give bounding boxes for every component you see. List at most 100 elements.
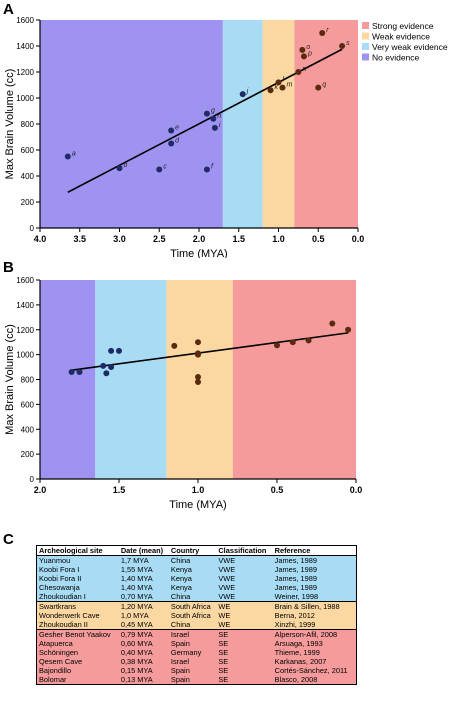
table-cell: WE — [216, 611, 273, 620]
table-cell: Thieme, 1999 — [272, 648, 357, 657]
legend-item-label: Very weak evidence — [372, 42, 448, 52]
table-row: Qesem Cave 0,38 MYA Israel SE Karkanas, 2007 — [36, 657, 357, 666]
chart-a-point-o — [299, 46, 306, 53]
table-cell: Kenya — [168, 565, 217, 574]
table-cell: Wonderwerk Cave — [36, 611, 119, 620]
table-header-cell: Date (mean) — [118, 545, 169, 556]
chart-a-point-n — [295, 69, 302, 75]
chart-b-y-tick-label: 800 — [21, 376, 35, 385]
chart-a-point-label-g: g — [211, 108, 215, 115]
chart-b-point — [108, 364, 115, 371]
chart-a-point-label-c: c — [163, 164, 167, 171]
chart-b-x-tick-label: 0.0 — [350, 485, 363, 495]
chart-b-y-tick-label: 200 — [21, 450, 35, 459]
chart-a-point-l — [275, 79, 282, 86]
table-cell: Karkanas, 2007 — [272, 657, 357, 666]
legend-item-label: No evidence — [372, 53, 420, 63]
chart-a-y-tick-label: 400 — [21, 172, 35, 181]
table-cell: Blasco, 2008 — [272, 675, 357, 685]
table-cell: 0,13 MYA — [118, 675, 169, 685]
table-row: Schöningen 0,40 MYA Germany SE Thieme, 1999 — [36, 648, 357, 657]
chart-a-x-tick-label: 2.0 — [193, 234, 206, 244]
table-cell: South Africa — [168, 611, 217, 620]
table-cell: Spain — [168, 675, 217, 685]
table-header-cell: Classification — [216, 545, 273, 556]
chart-b-y-tick-label: 400 — [21, 425, 35, 434]
chart-a-y-tick-label: 1000 — [16, 94, 34, 103]
table-cell: SE — [216, 648, 273, 657]
panel-label-c: C — [3, 531, 14, 548]
table-cell: SE — [216, 639, 273, 648]
table-cell: 1,7 MYA — [118, 555, 169, 565]
table-row: Yuanmou 1,7 MYA China VWE James, 1989 — [36, 555, 357, 565]
table-header-cell: Reference — [272, 545, 357, 556]
table-cell: 0,60 MYA — [118, 639, 169, 648]
chart-a-point-q — [315, 84, 322, 91]
legend-item-label: Strong evidence — [372, 21, 434, 31]
archeological-sites-table: Archeological site Date (mean) Country Clas… — [36, 545, 357, 685]
table-cell: Israel — [168, 657, 217, 666]
table-cell: Alperson-Afil, 2008 — [272, 629, 357, 639]
chart-a-point-label-r: r — [326, 27, 329, 34]
chart-a-point-label-j: j — [246, 88, 249, 95]
chart-a-point-k — [267, 87, 274, 94]
chart-a-point-label-f: f — [211, 164, 214, 171]
chart-b-x-tick-label: 2.0 — [34, 485, 47, 495]
chart-a-y-tick-label: 600 — [21, 146, 35, 155]
chart-a-point-label-o: o — [306, 44, 310, 51]
chart-a-point-label-h: h — [217, 113, 221, 120]
table-row: Swartkrans 1,20 MYA South Africa WE Brain & … — [36, 601, 357, 611]
table-cell: Schöningen — [36, 648, 119, 657]
chart-b-point — [195, 350, 201, 357]
table-cell: VWE — [216, 574, 273, 583]
table-cell: 1,40 MYA — [118, 574, 169, 583]
panel-label-a: A — [3, 1, 14, 18]
chart-b-y-tick-label: 1000 — [16, 351, 34, 360]
chart-a-point-label-d: d — [175, 138, 180, 145]
table-cell: 0,15 MYA — [118, 666, 169, 675]
table-cell: Arsuaga, 1993 — [272, 639, 357, 648]
chart-b-band-0 — [40, 280, 96, 479]
table-cell: China — [168, 620, 217, 630]
chart-b-point — [76, 369, 83, 376]
table-cell: 0,38 MYA — [118, 657, 169, 666]
chart-a-point-m — [279, 84, 286, 91]
table-row: Bolomar 0,13 MYA Spain SE Blasco, 2008 — [36, 675, 357, 685]
chart-b-x-tick-label: 1.0 — [192, 485, 205, 495]
table-header-cell: Country — [168, 545, 217, 556]
table-cell: Zhoukoudian II — [36, 620, 119, 630]
table-header-cell: Archeological site — [36, 545, 119, 556]
chart-b-y-tick-label: 1400 — [16, 301, 34, 310]
table-cell: James, 1989 — [272, 574, 357, 583]
chart-a-band-1 — [222, 20, 263, 228]
chart-a-x-tick-label: 1.5 — [232, 234, 245, 244]
chart-b-x-tick-label: 1.5 — [113, 485, 126, 495]
table-cell: China — [168, 592, 217, 602]
table-cell: Gesher Benot Yaakov — [36, 629, 119, 639]
chart-a-x-tick-label: 2.5 — [153, 234, 166, 244]
table-cell: James, 1989 — [272, 565, 357, 574]
table-row: Zhoukoudian I 0,70 MYA China VWE Weiner, 199… — [36, 592, 357, 602]
table-cell: Koobi Fora I — [36, 565, 119, 574]
chart-a-point-b — [116, 165, 123, 172]
chart-a-x-tick-label: 4.0 — [34, 234, 47, 244]
table-cell: SE — [216, 657, 273, 666]
table-cell: 1,20 MYA — [118, 601, 169, 611]
chart-b-y-tick-label: 600 — [21, 400, 35, 409]
table-cell: VWE — [216, 583, 273, 592]
table-cell: Atapuerca — [36, 639, 119, 648]
chart-a-point-d — [168, 140, 175, 147]
table-cell: SE — [216, 666, 273, 675]
chart-b-point — [103, 370, 110, 377]
chart-a-x-tick-label: 3.5 — [73, 234, 86, 244]
chart-a-point-label-q: q — [322, 82, 326, 89]
chart-b-point — [116, 347, 122, 354]
table-cell: Qesem Cave — [36, 657, 119, 666]
table-row: Chesowanja 1,40 MYA Kenya VWE James, 1989 — [36, 583, 357, 592]
chart-b-y-tick-label: 1600 — [16, 276, 34, 285]
chart-a-x-tick-label: 0.0 — [352, 234, 365, 244]
chart-b-point — [274, 342, 280, 349]
chart-a-point-g — [203, 110, 210, 117]
table-cell: James, 1989 — [272, 583, 357, 592]
chart-a-point-label-p: p — [307, 50, 312, 57]
